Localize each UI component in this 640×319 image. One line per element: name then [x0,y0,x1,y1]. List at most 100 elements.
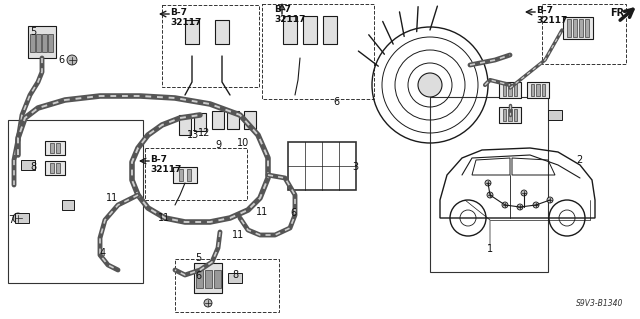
Bar [542,84,545,96]
Bar [196,270,203,288]
Bar [45,161,65,175]
Circle shape [485,180,491,186]
Bar [283,16,297,44]
Bar [30,34,35,52]
Bar [585,19,589,37]
Text: 12: 12 [198,128,211,138]
Text: 3: 3 [352,162,358,172]
Circle shape [67,55,77,65]
Bar [205,270,212,288]
Bar [212,111,224,129]
Bar [185,20,199,44]
Text: 32117: 32117 [274,15,305,24]
Bar [323,16,337,44]
Text: B-7: B-7 [150,155,167,164]
Circle shape [517,204,523,210]
Circle shape [521,190,527,196]
Circle shape [502,202,508,208]
Bar [527,82,549,98]
Text: 11: 11 [232,230,244,240]
Text: 8: 8 [232,270,238,280]
Bar [28,26,56,58]
Text: B-7: B-7 [274,5,291,14]
Bar [21,160,35,170]
Text: 32117: 32117 [170,18,202,27]
Bar [194,113,206,131]
Circle shape [418,73,442,97]
Bar [215,20,229,44]
Bar [262,4,374,99]
Bar [573,19,577,37]
Bar [173,167,197,183]
Bar [214,270,221,288]
Text: S9V3-B1340: S9V3-B1340 [576,299,623,308]
Bar [162,5,259,87]
Circle shape [204,299,212,307]
Bar [430,97,548,272]
Bar [50,143,54,153]
Bar [179,115,191,135]
Bar [179,169,184,181]
Bar [244,111,256,129]
Bar [514,109,517,121]
Text: 32117: 32117 [536,16,568,25]
Circle shape [547,197,553,203]
Bar [15,213,29,223]
Bar [175,259,279,312]
Bar [536,84,540,96]
Bar [50,163,54,173]
Bar [499,107,521,123]
Text: 8: 8 [30,162,36,172]
Bar [503,84,506,96]
Text: 11: 11 [106,193,118,203]
Bar [42,34,47,52]
Text: 2: 2 [576,155,582,165]
Bar [36,34,41,52]
Circle shape [487,192,493,198]
Bar [48,34,53,52]
Text: 6: 6 [195,271,201,281]
Text: 11: 11 [158,213,170,223]
Bar [567,19,571,37]
Bar [542,4,626,64]
Text: FR.: FR. [610,8,628,18]
Bar [62,200,74,210]
Bar [548,110,562,120]
Text: B-7: B-7 [536,6,553,15]
Text: 1: 1 [487,244,493,254]
Text: 6: 6 [290,208,296,218]
Text: 4: 4 [100,248,106,258]
Bar [503,109,506,121]
Bar [56,143,60,153]
Bar [187,169,191,181]
Text: 32117: 32117 [150,165,181,174]
Bar [579,19,583,37]
Bar [228,273,242,283]
Bar [531,84,534,96]
Text: 9: 9 [215,140,221,150]
Text: 7: 7 [8,215,14,225]
Bar [508,109,511,121]
Text: 11: 11 [256,207,268,217]
Text: 13: 13 [187,130,199,140]
Text: B-7: B-7 [170,8,187,17]
Bar [145,148,247,200]
Bar [499,82,521,98]
Bar [56,163,60,173]
Bar [45,141,65,155]
Text: 10: 10 [237,138,249,148]
Circle shape [533,202,539,208]
Text: 6: 6 [58,55,64,65]
Bar [303,16,317,44]
Bar [227,111,239,129]
Bar [514,84,517,96]
Bar [563,17,593,39]
Text: 6: 6 [333,97,339,107]
Bar [194,263,222,293]
Bar [288,142,356,190]
Circle shape [13,213,23,223]
Text: 5: 5 [30,27,36,37]
Bar [8,120,143,283]
Text: 5: 5 [195,253,201,263]
Bar [508,84,511,96]
